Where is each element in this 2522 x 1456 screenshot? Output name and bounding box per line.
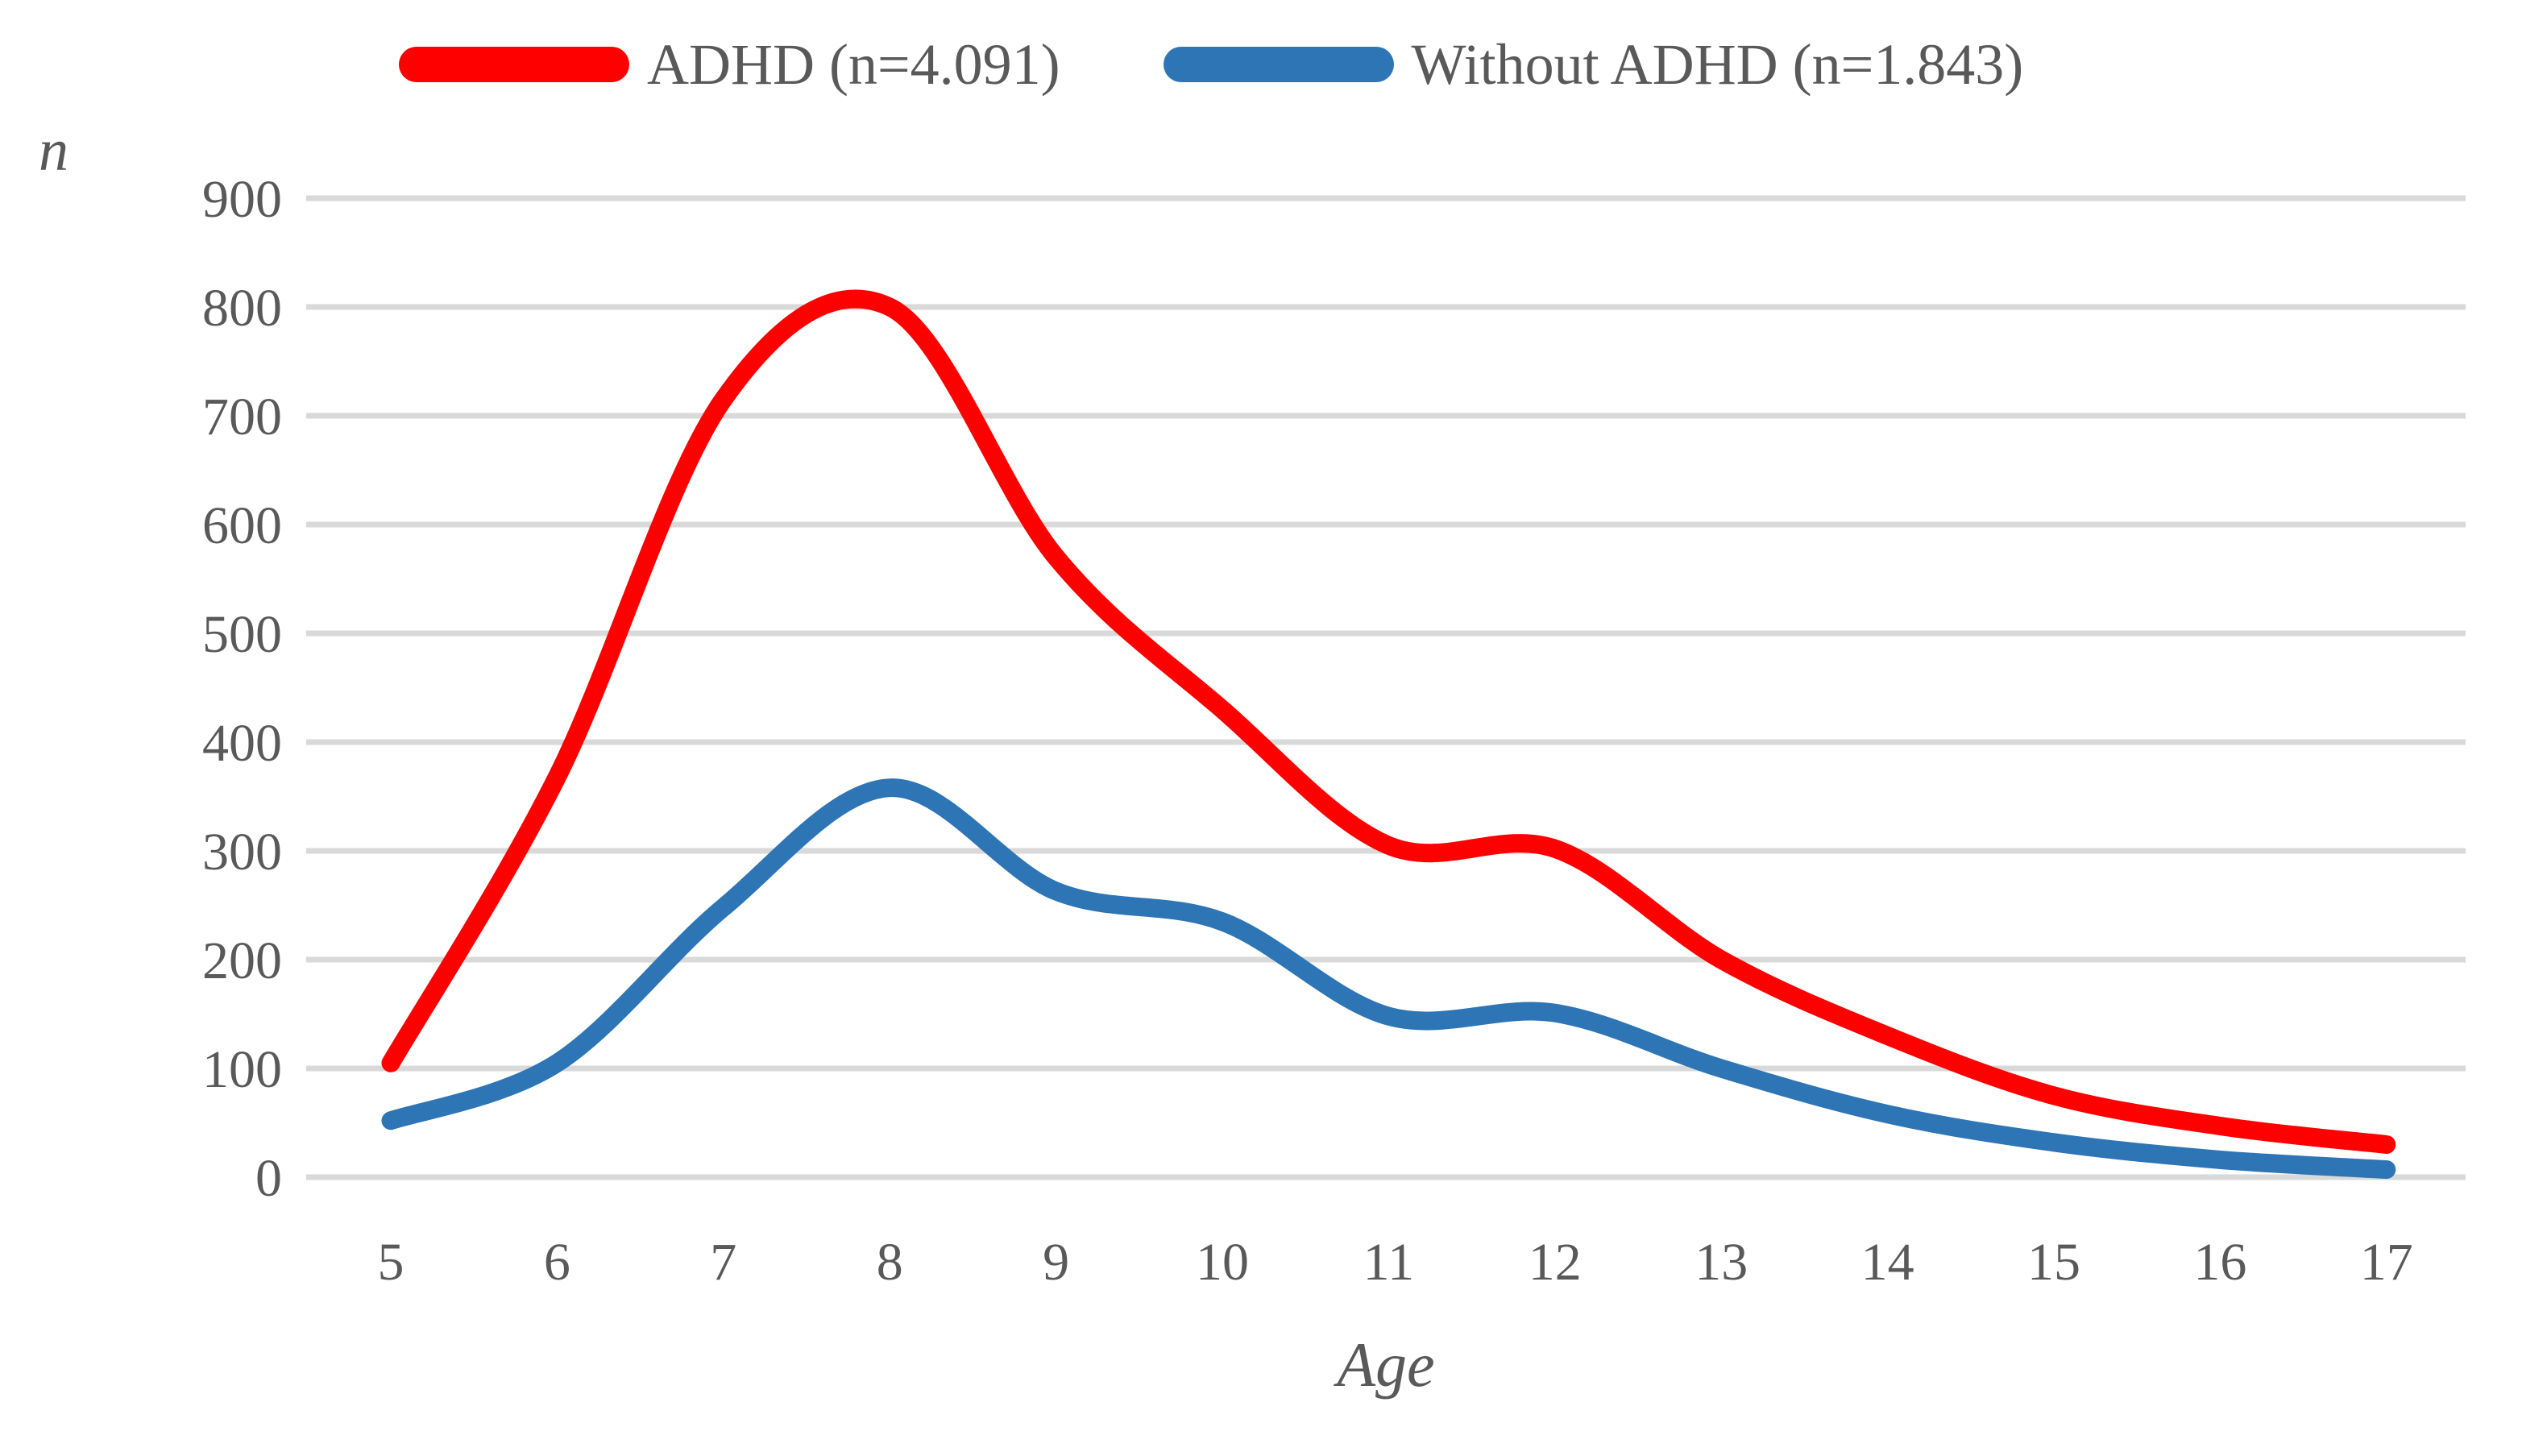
y-tick-label-500: 500 xyxy=(202,605,282,664)
y-tick-label-100: 100 xyxy=(202,1040,282,1099)
x-tick-labels: 5 6 7 8 9 10 11 12 13 14 15 16 17 xyxy=(378,1233,2413,1292)
x-tick-label-9: 9 xyxy=(1043,1233,1069,1292)
x-tick-label-16: 16 xyxy=(2193,1233,2246,1292)
x-tick-label-17: 17 xyxy=(2360,1233,2413,1292)
series-lines xyxy=(381,289,2396,1179)
x-tick-label-12: 12 xyxy=(1529,1233,1582,1292)
y-tick-label-400: 400 xyxy=(202,714,282,773)
legend-item-adhd: ADHD (n=4.091) xyxy=(399,35,1060,93)
x-tick-label-6: 6 xyxy=(544,1233,570,1292)
y-tick-label-800: 800 xyxy=(202,279,282,338)
y-axis-title: n xyxy=(39,118,68,184)
x-tick-label-10: 10 xyxy=(1196,1233,1249,1292)
x-tick-label-13: 13 xyxy=(1694,1233,1748,1292)
y-tick-label-0: 0 xyxy=(255,1149,282,1208)
x-tick-label-7: 7 xyxy=(710,1233,736,1292)
y-tick-label-300: 300 xyxy=(202,823,282,881)
adhd-line xyxy=(381,289,2396,1154)
y-tick-label-600: 600 xyxy=(202,496,282,555)
y-tick-labels: 0 100 200 300 400 500 600 700 800 900 xyxy=(202,170,282,1208)
gridlines xyxy=(306,195,2466,1180)
adhd-line-swatch xyxy=(399,47,629,82)
legend-label-adhd: ADHD (n=4.091) xyxy=(647,32,1060,97)
legend-item-without-adhd: Without ADHD (n=1.843) xyxy=(1163,32,2024,97)
y-tick-label-700: 700 xyxy=(202,388,282,446)
without-adhd-line xyxy=(381,778,2396,1179)
x-tick-label-11: 11 xyxy=(1363,1233,1415,1292)
y-tick-label-200: 200 xyxy=(202,931,282,990)
x-tick-label-14: 14 xyxy=(1861,1233,1914,1292)
legend-label-without-adhd: Without ADHD (n=1.843) xyxy=(1411,32,2024,97)
legend: ADHD (n=4.091) Without ADHD (n=1.843) xyxy=(399,24,2023,105)
x-axis-title: Age xyxy=(1337,1329,1435,1400)
y-tick-label-900: 900 xyxy=(202,170,282,229)
without-adhd-line-swatch xyxy=(1163,47,1394,82)
x-tick-label-5: 5 xyxy=(378,1233,404,1292)
x-tick-label-8: 8 xyxy=(877,1233,903,1292)
x-tick-label-15: 15 xyxy=(2027,1233,2080,1292)
